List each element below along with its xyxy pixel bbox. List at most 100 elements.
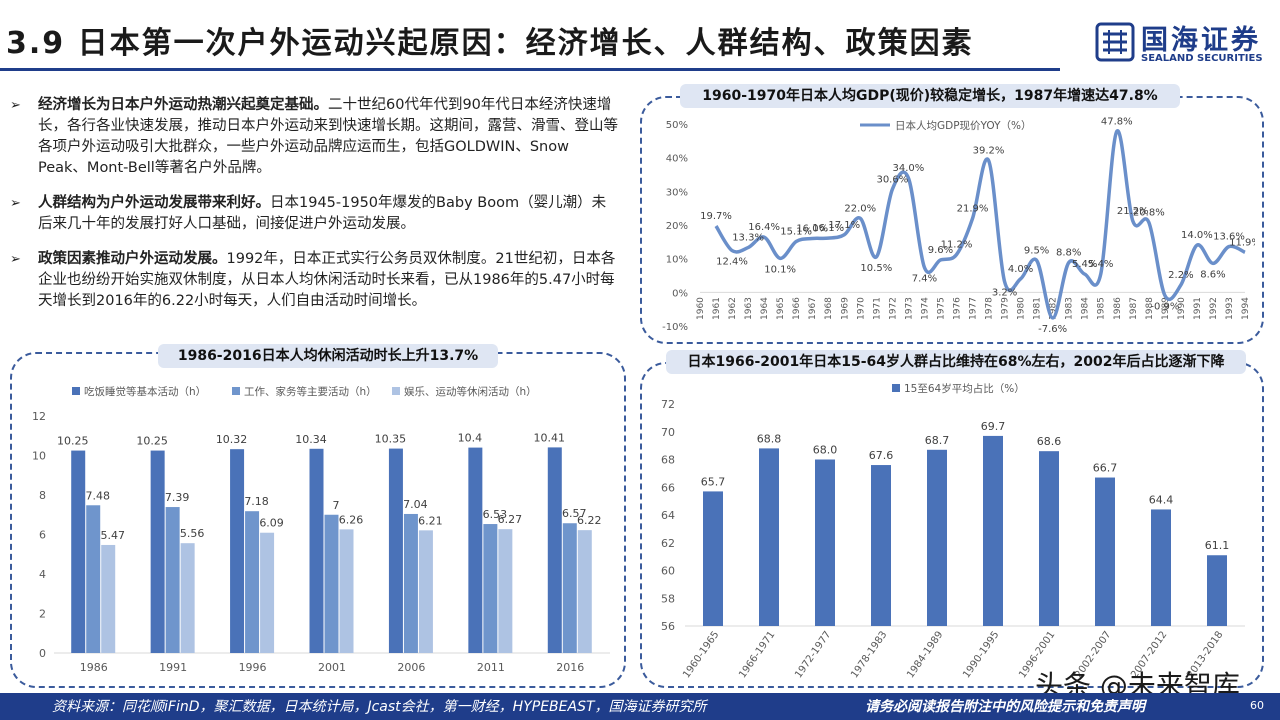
y-tick-label: 58 xyxy=(661,592,675,605)
x-tick-label: 1990-1995 xyxy=(961,629,1001,680)
data-label: 21.2% xyxy=(1117,206,1149,217)
x-tick-label: 1989 xyxy=(1161,297,1171,320)
data-label: 6.27 xyxy=(498,513,523,526)
bar xyxy=(260,532,275,653)
logo-chinese-name: 国海证券 xyxy=(1141,25,1261,56)
x-tick-label: 1963 xyxy=(744,297,754,320)
x-tick-label: 2011 xyxy=(477,661,505,674)
data-label: 15.1% xyxy=(780,226,812,237)
x-tick-label: 1985 xyxy=(1097,297,1107,320)
y-tick-label: 12 xyxy=(32,410,46,423)
footer-source: 资料来源：同花顺iFinD，聚汇数据，日本统计局，Jcast会社，第一财经，HY… xyxy=(52,699,707,715)
y-tick-label: 56 xyxy=(661,620,675,633)
x-tick-label: 1978 xyxy=(985,297,995,320)
x-tick-label: 1964 xyxy=(760,297,770,320)
data-label: 16.4% xyxy=(748,222,780,233)
bar xyxy=(759,448,779,626)
x-tick-label: 1966 xyxy=(792,297,802,320)
x-tick-label: 1988 xyxy=(1145,297,1155,320)
data-label: 10.1% xyxy=(764,264,796,275)
data-label: 69.7 xyxy=(981,420,1006,433)
bullet-list: ➢ 经济增长为日本户外运动热潮兴起奠定基础。二十世纪60代年代到90年代日本经济… xyxy=(6,95,618,326)
bar xyxy=(339,529,354,653)
data-label: 10.5% xyxy=(860,263,892,274)
bar xyxy=(927,449,947,626)
legend-label: 日本人均GDP现价YOY（%） xyxy=(895,119,1031,132)
x-tick-label: 1970 xyxy=(856,297,866,320)
y-tick-label: 8 xyxy=(39,489,46,502)
population-bar-chart: 56 58 60 62 64 66 68 70 72 15至64岁平均占比（%） 65.7 1960-… xyxy=(661,382,1245,680)
bar xyxy=(245,511,260,653)
bullet-policy: ➢ 政策因素推动户外运动发展。1992年，日本正式实行公务员双休制度。21世纪初… xyxy=(6,249,618,312)
data-label: 6.21 xyxy=(418,514,443,527)
y-tick-label: 64 xyxy=(661,509,675,522)
gdp-chart-title: 1960-1970年日本人均GDP(现价)较稳定增长，1987年增速达47.8% xyxy=(680,84,1180,108)
y-tick-label: 66 xyxy=(661,481,675,494)
legend-swatch xyxy=(232,387,240,395)
data-label: 34.0% xyxy=(892,163,924,174)
bullet-economy: ➢ 经济增长为日本户外运动热潮兴起奠定基础。二十世纪60代年代到90年代日本经济… xyxy=(6,95,618,179)
sealand-logo-icon xyxy=(1095,22,1135,62)
x-tick-label: 1972-1977 xyxy=(793,629,833,680)
data-label: 13.6% xyxy=(1213,232,1245,243)
bullet-heading: 经济增长为日本户外运动热潮兴起奠定基础。 xyxy=(38,97,328,113)
bar xyxy=(1151,509,1171,626)
bullet-population: ➢ 人群结构为户外运动发展带来利好。日本1945-1950年爆发的Baby Bo… xyxy=(6,193,618,235)
data-label: 4.0% xyxy=(1008,264,1033,275)
x-tick-label: 1968 xyxy=(824,297,834,320)
company-logo: 国海证券 SEALAND SECURITIES xyxy=(1095,20,1270,68)
data-label: 10.34 xyxy=(295,433,327,446)
legend-label: 工作、家务等主要活动（h） xyxy=(244,385,377,398)
y-tick-label: 2 xyxy=(39,608,46,621)
gdp-yoy-line xyxy=(714,129,1246,320)
data-label: 11.9% xyxy=(1229,237,1255,248)
data-label: 7 xyxy=(333,499,340,512)
x-tick-label: 1978-1983 xyxy=(849,629,889,680)
title-divider xyxy=(0,68,1060,71)
x-tick-label: 1975 xyxy=(936,297,946,320)
data-label: 10.25 xyxy=(136,435,168,448)
y-tick-label: 10 xyxy=(32,450,46,463)
x-tick-label: 1987 xyxy=(1129,297,1139,320)
y-tick-label: 0 xyxy=(39,647,46,660)
data-label: 19.7% xyxy=(700,211,732,222)
x-tick-label: 1977 xyxy=(969,297,979,320)
data-label: 10.41 xyxy=(534,431,566,444)
x-tick-label: 1993 xyxy=(1225,297,1235,320)
x-tick-label: 1991 xyxy=(1193,297,1203,320)
data-label: 20.8% xyxy=(1133,207,1165,218)
data-label: 16.0% xyxy=(796,223,828,234)
data-label: 6.26 xyxy=(339,513,364,526)
data-label: 16.1% xyxy=(812,223,844,234)
data-label: -7.6% xyxy=(1038,324,1067,335)
data-label: 66.7 xyxy=(1093,462,1118,475)
bar xyxy=(180,543,195,653)
data-label: 2.2% xyxy=(1168,270,1193,281)
x-tick-label: 1965 xyxy=(776,297,786,320)
data-label: 17.1% xyxy=(828,220,860,231)
leisure-bar-chart: 0 2 4 6 8 10 12 吃饭睡觉等基本活动（h） 工作、家务等主要活动（h） 娱乐、运动等… xyxy=(32,385,610,674)
arrow-bullet-icon: ➢ xyxy=(10,196,21,211)
x-tick-label: 1981 xyxy=(1033,297,1043,320)
x-tick-label: 1969 xyxy=(840,297,850,320)
data-label: 22.0% xyxy=(844,203,876,214)
x-tick-label: 1962 xyxy=(728,297,738,320)
x-tick-label: 1980 xyxy=(1017,297,1027,320)
data-label: 6.09 xyxy=(259,517,284,530)
data-label: 10.32 xyxy=(216,433,248,446)
data-label: 47.8% xyxy=(1101,116,1133,127)
x-tick-label: 1974 xyxy=(920,297,930,320)
bar xyxy=(1039,451,1059,626)
data-label: 5.4% xyxy=(1072,259,1097,270)
bullet-text: 1992年，日本正式实行公务员双休制度。21世纪初，日本各企业也纷纷开始实施双休… xyxy=(38,251,616,309)
x-tick-label: 1976 xyxy=(952,297,962,320)
bar xyxy=(150,450,165,653)
legend-swatch xyxy=(392,387,400,395)
x-tick-label: 1990 xyxy=(1177,297,1187,320)
x-tick-label: 1979 xyxy=(1001,297,1011,320)
x-tick-label: 1960 xyxy=(696,297,706,320)
bar xyxy=(498,529,513,653)
bar xyxy=(562,523,577,653)
bullet-text: 日本1945-1950年爆发的Baby Boom（婴儿潮）未后来几十年的发展打好… xyxy=(38,195,607,232)
bar xyxy=(1207,555,1227,626)
